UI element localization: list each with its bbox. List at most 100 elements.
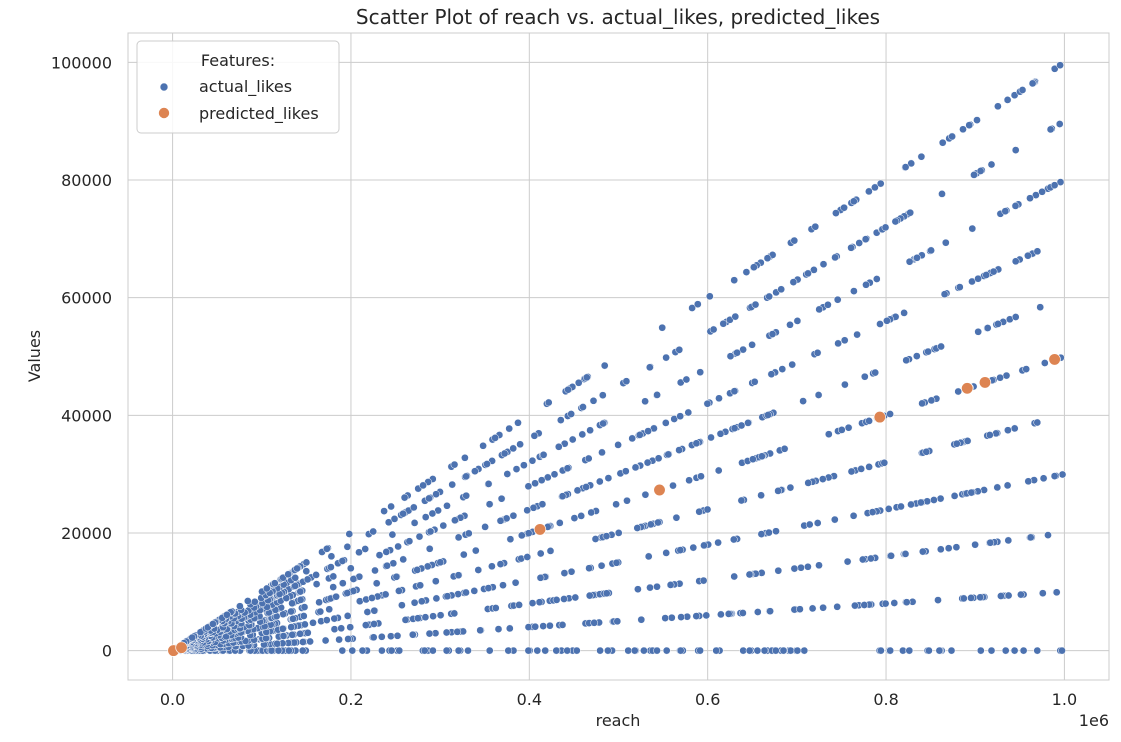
actual-likes-point — [692, 612, 701, 620]
actual-likes-point — [299, 612, 308, 620]
x-tick-label: 0.4 — [517, 690, 542, 709]
actual-likes-point — [737, 496, 746, 505]
actual-likes-point — [370, 620, 378, 628]
actual-likes-point — [1033, 418, 1042, 427]
actual-likes-point — [963, 437, 972, 445]
actual-likes-point — [459, 550, 468, 559]
actual-likes-point — [1033, 247, 1042, 256]
actual-likes-point — [726, 352, 735, 361]
actual-likes-point — [1026, 533, 1035, 542]
actual-likes-point — [800, 646, 809, 655]
actual-likes-point — [804, 479, 813, 487]
actual-likes-point — [524, 646, 533, 655]
actual-likes-point — [876, 320, 884, 328]
actual-likes-point — [479, 441, 487, 450]
x-offset-label: 1e6 — [1079, 711, 1109, 730]
x-tick-labels: 0.0 0.2 0.4 0.6 0.8 1.0 — [160, 690, 1077, 709]
actual-likes-point — [395, 587, 403, 595]
actual-likes-point — [604, 646, 612, 655]
actual-likes-point — [871, 183, 879, 192]
actual-likes-point — [868, 508, 877, 516]
predicted-likes-point — [533, 523, 547, 536]
actual-likes-point — [429, 646, 437, 655]
actual-likes-point — [840, 336, 849, 345]
legend-box — [136, 40, 340, 134]
actual-likes-point — [496, 560, 505, 568]
actual-likes-point — [474, 566, 483, 574]
actual-likes-point — [955, 283, 964, 291]
actual-likes-point — [789, 278, 798, 286]
actual-likes-point — [819, 260, 828, 269]
actual-likes-point — [1039, 474, 1048, 483]
actual-likes-point — [744, 419, 752, 427]
actual-likes-point — [697, 472, 705, 481]
actual-likes-point — [666, 581, 675, 589]
actual-likes-point — [702, 611, 711, 620]
actual-likes-point — [808, 604, 817, 613]
actual-likes-point — [368, 594, 376, 602]
actual-likes-point — [392, 572, 401, 581]
actual-likes-point — [520, 461, 528, 470]
actual-likes-point — [745, 570, 754, 579]
actual-likes-point — [450, 460, 459, 469]
actual-likes-point — [1010, 646, 1019, 655]
actual-likes-point — [312, 580, 321, 588]
actual-likes-point — [661, 614, 670, 622]
y-tick-label: 100000 — [51, 53, 112, 72]
actual-likes-point — [346, 564, 355, 573]
actual-likes-point — [1026, 194, 1034, 203]
actual-likes-point — [1011, 202, 1020, 210]
actual-likes-point — [300, 603, 309, 611]
actual-likes-point — [1038, 187, 1046, 196]
actual-likes-point — [552, 596, 561, 604]
actual-likes-point — [765, 292, 774, 301]
actual-likes-point — [880, 458, 889, 467]
actual-likes-point — [188, 633, 197, 642]
actual-likes-point — [442, 646, 451, 655]
actual-likes-point — [696, 646, 704, 655]
actual-likes-point — [985, 431, 994, 439]
x-axis-label: reach — [596, 711, 641, 730]
actual-likes-point — [577, 512, 586, 520]
actual-likes-point — [667, 613, 676, 622]
actual-likes-point — [395, 646, 404, 655]
actual-likes-point — [833, 602, 842, 611]
actual-likes-point — [886, 410, 894, 418]
actual-likes-point — [804, 269, 812, 278]
actual-likes-point — [757, 491, 765, 500]
actual-likes-point — [541, 646, 550, 655]
actual-likes-point — [883, 316, 891, 325]
actual-likes-point — [923, 497, 932, 506]
actual-likes-point — [504, 646, 513, 655]
actual-likes-point — [585, 564, 593, 573]
actual-likes-point — [976, 646, 985, 655]
actual-likes-point — [849, 197, 858, 206]
actual-likes-point — [554, 442, 563, 451]
actual-likes-point — [343, 542, 352, 551]
actual-likes-point — [387, 632, 395, 641]
actual-likes-point — [850, 287, 858, 295]
actual-likes-point — [528, 456, 537, 465]
actual-likes-point — [560, 569, 569, 577]
x-tick-label: 0.8 — [873, 690, 898, 709]
actual-likes-point — [871, 368, 880, 377]
actual-likes-point — [623, 496, 631, 505]
actual-likes-point — [485, 500, 494, 509]
actual-likes-point — [267, 646, 276, 655]
actual-likes-point — [912, 352, 921, 360]
actual-likes-point — [329, 572, 338, 581]
actual-likes-point — [1017, 590, 1025, 599]
actual-likes-point — [768, 330, 777, 338]
actual-likes-point — [731, 312, 740, 321]
actual-likes-point — [937, 342, 945, 351]
actual-likes-point — [494, 625, 503, 633]
actual-likes-point — [890, 599, 899, 607]
actual-likes-point — [289, 614, 297, 623]
actual-likes-point — [585, 591, 594, 600]
actual-likes-point — [363, 608, 372, 616]
actual-likes-point — [716, 429, 725, 438]
actual-likes-point — [1011, 313, 1020, 321]
actual-likes-point — [511, 578, 520, 587]
actual-likes-point — [1022, 365, 1031, 373]
actual-likes-point — [558, 621, 567, 629]
